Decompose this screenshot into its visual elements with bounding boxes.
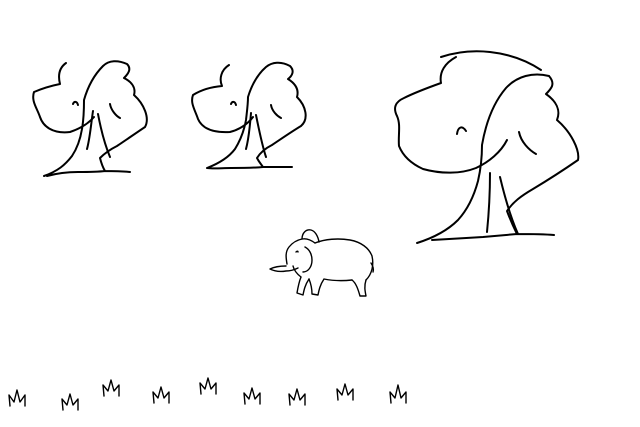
tree-right	[394, 50, 580, 244]
tree-left	[32, 60, 148, 177]
elephant	[269, 229, 375, 297]
tree-middle	[191, 61, 307, 170]
grass-tufts	[8, 377, 407, 411]
